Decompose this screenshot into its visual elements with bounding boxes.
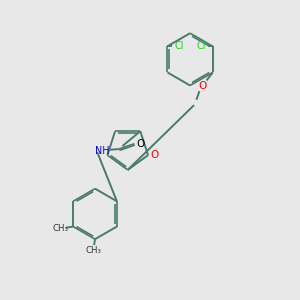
Text: O: O xyxy=(136,139,144,149)
Text: O: O xyxy=(198,81,206,91)
Text: O: O xyxy=(151,150,159,160)
Text: CH₃: CH₃ xyxy=(85,246,101,255)
Text: CH₃: CH₃ xyxy=(53,224,69,233)
Text: Cl: Cl xyxy=(197,41,206,51)
Text: NH: NH xyxy=(95,146,110,155)
Text: Cl: Cl xyxy=(174,41,184,51)
